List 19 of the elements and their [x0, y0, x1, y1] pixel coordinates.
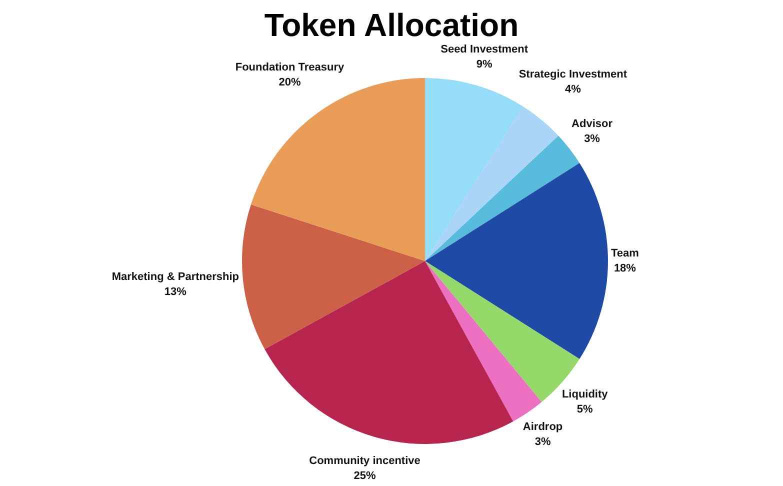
- slice-label: Advisor: [572, 118, 614, 130]
- data-label: 5%: [576, 403, 594, 416]
- data-label: 18%: [614, 262, 636, 274]
- data-label: 3%: [584, 132, 600, 145]
- slice-label: Marketing & Partnership: [112, 271, 240, 284]
- slice-label: Community incentive: [309, 454, 420, 467]
- slice-label: Foundation Treasury: [235, 61, 346, 74]
- data-label: 13%: [164, 286, 187, 298]
- data-label: 4%: [564, 84, 582, 96]
- slice-label: Airdrop: [522, 420, 563, 433]
- data-label: 25%: [354, 470, 376, 482]
- data-label: 9%: [476, 58, 492, 70]
- data-label: 3%: [534, 436, 551, 448]
- data-label: 20%: [278, 76, 301, 88]
- slice-label: Liquidity: [562, 388, 609, 400]
- slice-label: Team: [611, 248, 640, 260]
- chart-title: Token Allocation: [264, 7, 519, 43]
- slice-label: Seed Investment: [440, 43, 528, 56]
- slice-label: Strategic Investment: [518, 68, 628, 81]
